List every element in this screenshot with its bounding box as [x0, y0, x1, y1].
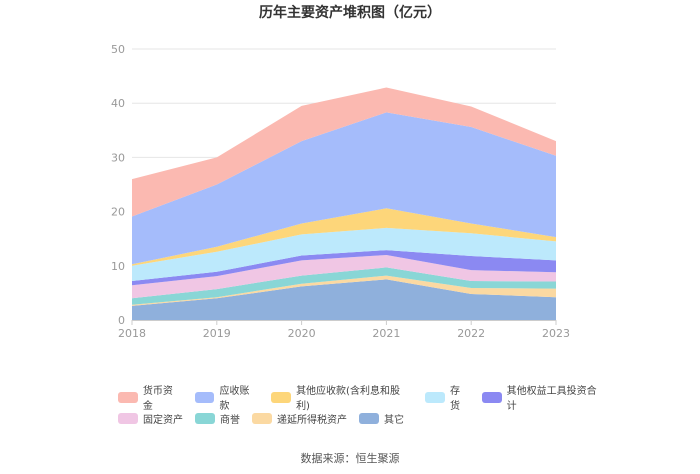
- legend-swatch: [118, 391, 138, 403]
- legend-label: 存货: [449, 386, 460, 412]
- area-series: [132, 87, 556, 320]
- y-tick-label: 0: [118, 314, 125, 327]
- y-tick-label: 20: [111, 206, 125, 219]
- legend-swatch: [252, 412, 272, 424]
- area-其他应收款(含利息和股利)[interactable]: [132, 208, 556, 266]
- stacked-area-chart: 0 10 20 30 40 50 2018 2019 2020 2021 2022 2023: [111, 43, 570, 340]
- area-应收账款[interactable]: [132, 112, 556, 265]
- legend-swatch: [425, 391, 445, 403]
- area-其他权益工具投资合计[interactable]: [132, 250, 556, 286]
- area-固定资产[interactable]: [132, 255, 556, 299]
- y-tick-label: 50: [111, 43, 125, 56]
- x-tick-label: 2020: [288, 327, 316, 340]
- x-tick-label: 2022: [457, 327, 485, 340]
- legend-label: 商誉: [220, 414, 240, 426]
- legend-label: 货币资金: [142, 386, 173, 412]
- legend-label: 其它: [384, 414, 404, 426]
- legend-label: 其他权益工具投资合计: [506, 386, 597, 412]
- axes: 0 10 20 30 40 50 2018 2019 2020 2021 2022 2023: [111, 43, 570, 340]
- legend-label: 固定资产: [143, 414, 183, 426]
- x-tick-label: 2023: [542, 327, 570, 340]
- data-source: 数据来源：恒生聚源: [300, 452, 400, 465]
- legend-item[interactable]: 应收账款: [194, 382, 260, 412]
- legend-swatch: [481, 391, 502, 403]
- x-tick-label: 2021: [372, 327, 400, 340]
- legend-swatch: [359, 412, 379, 424]
- legend-row-2: 固定资产 商誉 递延所得税资产 其它: [118, 409, 618, 427]
- legend-item[interactable]: 货币资金: [118, 382, 183, 412]
- legend-label: 递延所得税资产: [277, 414, 347, 426]
- legend-item[interactable]: 固定资产: [118, 411, 183, 426]
- legend-item[interactable]: 商誉: [195, 411, 240, 426]
- legend-item[interactable]: 存货: [425, 382, 470, 412]
- y-tick-label: 10: [111, 260, 125, 273]
- legend-row-1: 货币资金 应收账款 其他应收款(含利息和股利) 存货 其他权益工具投资合计: [118, 386, 618, 412]
- legend-item[interactable]: 其他应收款(含利息和股利): [271, 382, 413, 412]
- chart-title: 历年主要资产堆积图（亿元）: [259, 5, 441, 21]
- legend-swatch: [194, 391, 215, 403]
- x-tick-label: 2019: [203, 327, 231, 340]
- area-存货[interactable]: [132, 227, 556, 281]
- legend-swatch: [271, 391, 292, 403]
- y-tick-label: 30: [111, 151, 125, 164]
- y-tick-label: 40: [111, 97, 125, 110]
- area-货币资金[interactable]: [132, 87, 556, 217]
- area-商誉[interactable]: [132, 267, 556, 305]
- legend-swatch: [195, 412, 215, 424]
- legend-swatch: [118, 412, 138, 424]
- legend-label: 其他应收款(含利息和股利): [296, 386, 400, 412]
- legend-item[interactable]: 其他权益工具投资合计: [481, 382, 606, 412]
- legend-label: 应收账款: [219, 386, 250, 412]
- legend: 货币资金 应收账款 其他应收款(含利息和股利) 存货 其他权益工具投资合计 固定资产 商誉…: [118, 386, 618, 430]
- x-tick-label: 2018: [118, 327, 146, 340]
- area-其它[interactable]: [132, 279, 556, 320]
- legend-item[interactable]: 递延所得税资产: [252, 411, 347, 426]
- legend-item[interactable]: 其它: [359, 411, 404, 426]
- area-递延所得税资产[interactable]: [132, 275, 556, 306]
